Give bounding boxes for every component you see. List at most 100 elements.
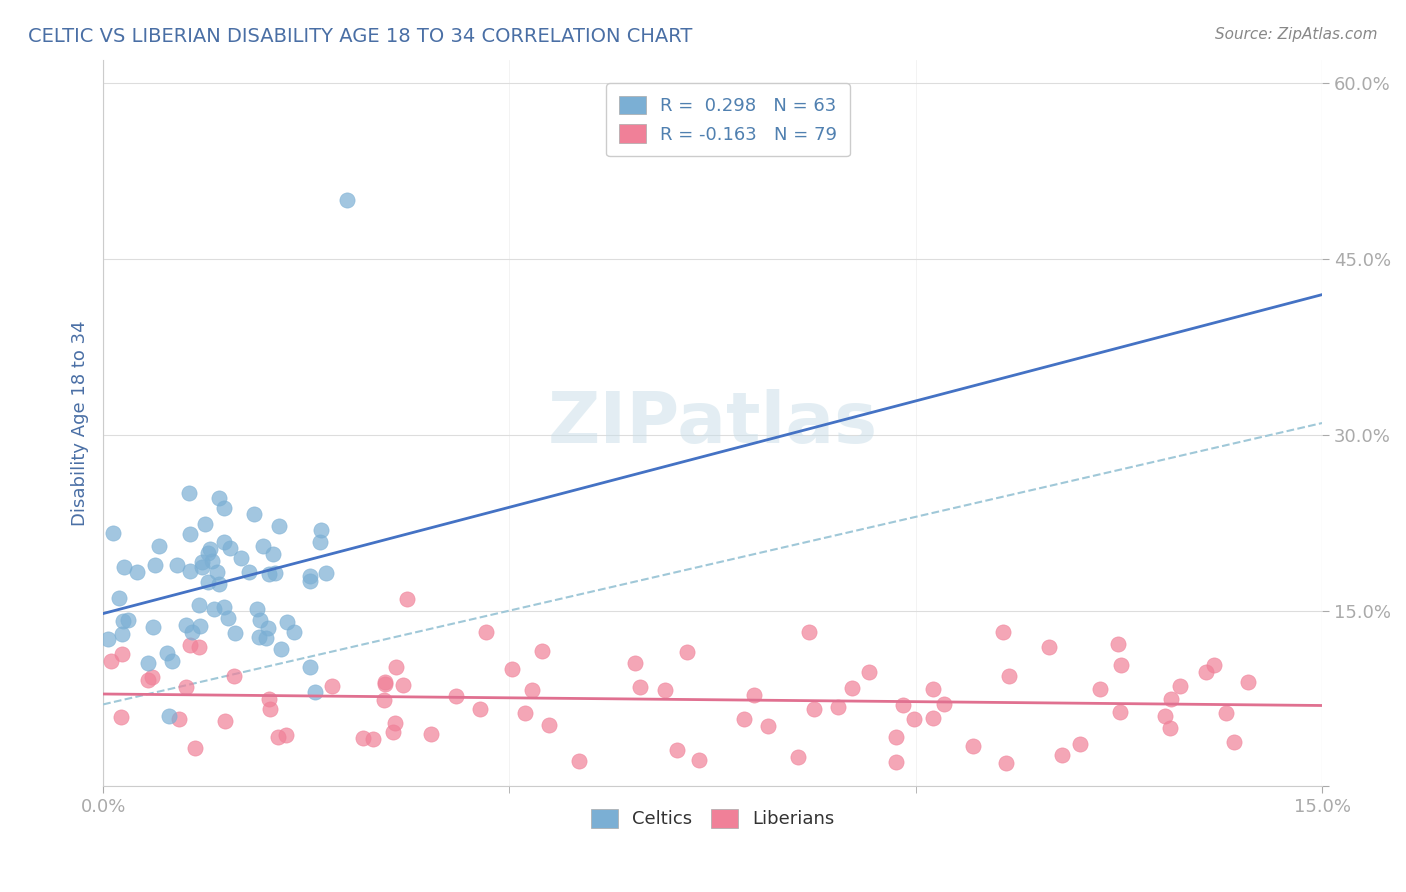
- Point: [101, 526, 124, 541]
- Point: [143, 558, 166, 573]
- Point: [1038, 640, 1060, 654]
- Point: [117, 613, 139, 627]
- Point: [177, 486, 200, 500]
- Point: [891, 698, 914, 712]
- Point: [995, 756, 1018, 770]
- Text: Source: ZipAtlas.com: Source: ZipAtlas.com: [1215, 27, 1378, 42]
- Point: [212, 501, 235, 516]
- Point: [257, 692, 280, 706]
- Point: [475, 625, 498, 640]
- Point: [205, 566, 228, 580]
- Point: [214, 535, 236, 549]
- Point: [392, 678, 415, 692]
- Point: [112, 614, 135, 628]
- Point: [336, 194, 359, 208]
- Point: [179, 526, 201, 541]
- Point: [108, 591, 131, 605]
- Point: [628, 681, 651, 695]
- Point: [1168, 679, 1191, 693]
- Point: [827, 699, 849, 714]
- Point: [231, 551, 253, 566]
- Point: [136, 673, 159, 688]
- Point: [254, 632, 277, 646]
- Point: [922, 682, 945, 697]
- Point: [208, 491, 231, 505]
- Point: [217, 611, 239, 625]
- Point: [157, 709, 180, 723]
- Point: [243, 508, 266, 522]
- Point: [257, 621, 280, 635]
- Point: [997, 668, 1019, 682]
- Point: [1052, 747, 1074, 762]
- Point: [125, 566, 148, 580]
- Point: [382, 724, 405, 739]
- Point: [264, 566, 287, 580]
- Legend: Celtics, Liberians: Celtics, Liberians: [583, 802, 842, 836]
- Point: [166, 558, 188, 572]
- Point: [197, 546, 219, 560]
- Point: [374, 675, 396, 690]
- Point: [315, 566, 337, 581]
- Point: [298, 574, 321, 588]
- Point: [1109, 657, 1132, 672]
- Point: [374, 677, 396, 691]
- Point: [321, 679, 343, 693]
- Point: [270, 642, 292, 657]
- Point: [352, 731, 374, 745]
- Point: [1222, 735, 1244, 749]
- Point: [1090, 681, 1112, 696]
- Point: [1202, 658, 1225, 673]
- Point: [160, 654, 183, 668]
- Point: [247, 630, 270, 644]
- Point: [1108, 705, 1130, 719]
- Point: [797, 624, 820, 639]
- Point: [308, 535, 330, 549]
- Point: [468, 702, 491, 716]
- Point: [179, 564, 201, 578]
- Point: [246, 602, 269, 616]
- Point: [756, 719, 779, 733]
- Point: [530, 643, 553, 657]
- Point: [187, 640, 209, 655]
- Point: [190, 555, 212, 569]
- Point: [167, 712, 190, 726]
- Point: [214, 714, 236, 728]
- Point: [238, 565, 260, 579]
- Point: [212, 599, 235, 614]
- Point: [1069, 737, 1091, 751]
- Point: [858, 665, 880, 680]
- Point: [194, 516, 217, 531]
- Point: [1215, 706, 1237, 721]
- Point: [841, 681, 863, 696]
- Point: [513, 706, 536, 720]
- Point: [141, 669, 163, 683]
- Point: [361, 732, 384, 747]
- Point: [224, 626, 246, 640]
- Point: [537, 718, 560, 732]
- Point: [787, 749, 810, 764]
- Point: [666, 743, 689, 757]
- Point: [202, 602, 225, 616]
- Point: [1195, 665, 1218, 679]
- Point: [962, 739, 984, 753]
- Point: [136, 656, 159, 670]
- Point: [276, 728, 298, 742]
- Point: [267, 730, 290, 744]
- Point: [1107, 637, 1129, 651]
- Point: [991, 624, 1014, 639]
- Point: [299, 659, 322, 673]
- Point: [299, 569, 322, 583]
- Point: [1236, 674, 1258, 689]
- Point: [197, 574, 219, 589]
- Point: [384, 716, 406, 731]
- Y-axis label: Disability Age 18 to 34: Disability Age 18 to 34: [72, 320, 89, 526]
- Point: [179, 638, 201, 652]
- Point: [181, 625, 204, 640]
- Point: [218, 541, 240, 556]
- Point: [733, 713, 755, 727]
- Point: [568, 754, 591, 768]
- Point: [257, 566, 280, 581]
- Point: [191, 560, 214, 574]
- Point: [419, 727, 441, 741]
- Point: [176, 680, 198, 694]
